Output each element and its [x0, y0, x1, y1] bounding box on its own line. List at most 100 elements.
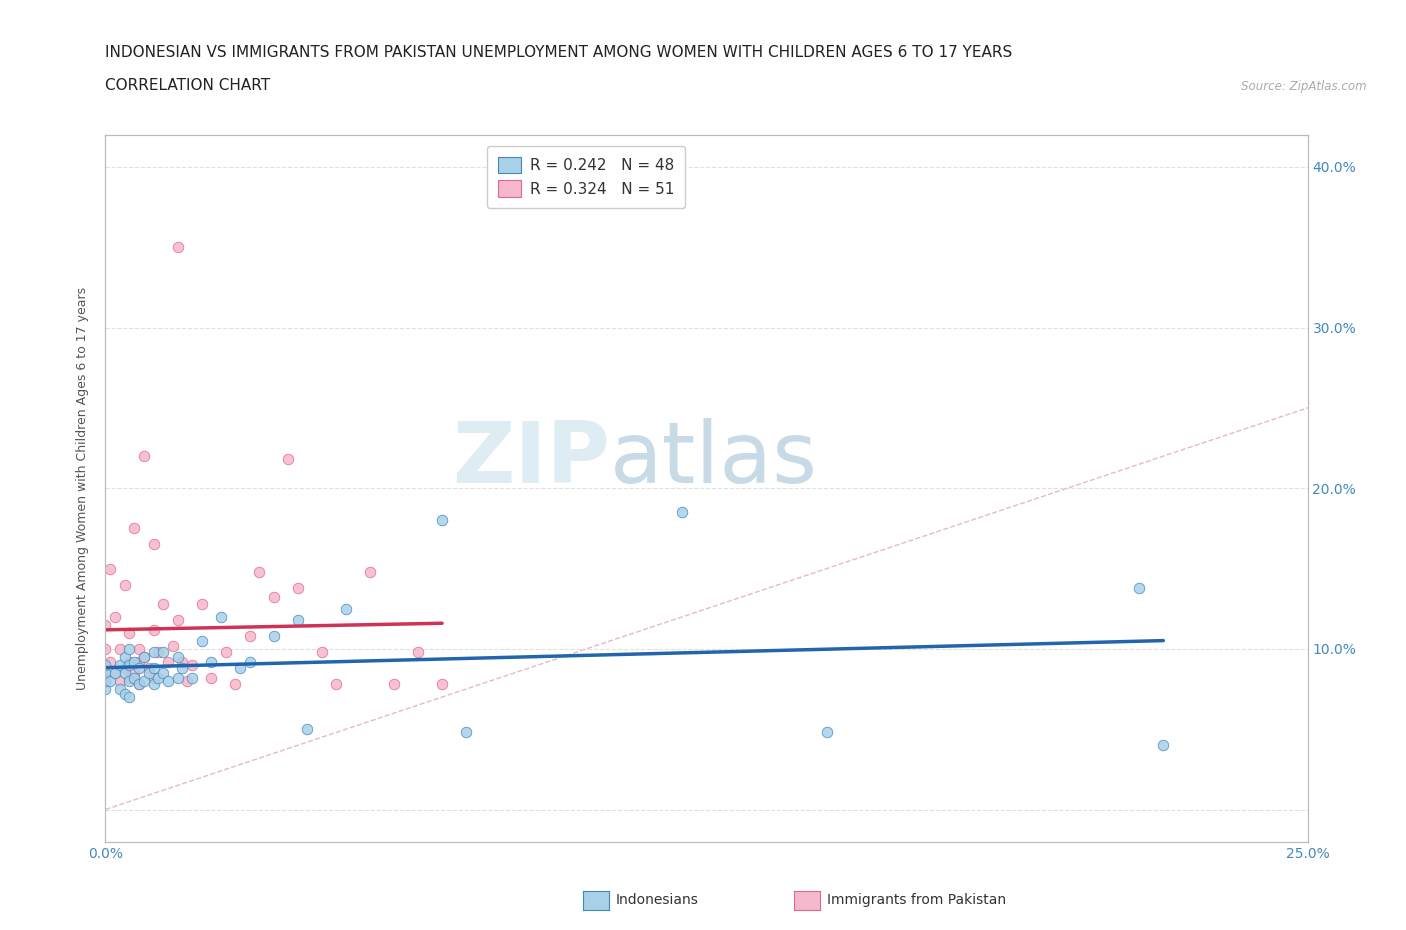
Point [152, 596, 174, 611]
Text: atlas: atlas [610, 418, 818, 501]
Point [104, 666, 127, 681]
Point [311, 644, 333, 659]
Point [98, 561, 121, 576]
Point [1128, 580, 1150, 595]
Text: CORRELATION CHART: CORRELATION CHART [105, 78, 270, 93]
Point [166, 671, 188, 685]
Point [94, 671, 117, 685]
Point [359, 565, 381, 579]
Point [114, 686, 136, 701]
Point [142, 677, 165, 692]
Point [98, 673, 121, 688]
Point [94, 618, 117, 632]
Point [132, 649, 155, 664]
Point [239, 629, 262, 644]
Point [406, 644, 429, 659]
Point [247, 565, 270, 579]
Point [94, 658, 117, 672]
Point [124, 666, 146, 681]
Point [142, 671, 165, 685]
Point [94, 642, 117, 657]
Point [94, 658, 117, 672]
Point [172, 655, 194, 670]
Point [325, 677, 347, 692]
Point [128, 655, 150, 670]
Point [162, 638, 184, 653]
Point [114, 649, 136, 664]
Point [118, 625, 141, 640]
Point [104, 609, 127, 624]
Point [142, 537, 165, 551]
Text: INDONESIAN VS IMMIGRANTS FROM PAKISTAN UNEMPLOYMENT AMONG WOMEN WITH CHILDREN AG: INDONESIAN VS IMMIGRANTS FROM PAKISTAN U… [105, 45, 1012, 60]
Point [118, 690, 141, 705]
Point [152, 644, 174, 659]
Point [108, 682, 131, 697]
Point [181, 658, 204, 672]
Point [94, 682, 117, 697]
Point [176, 673, 198, 688]
Point [430, 677, 453, 692]
Point [430, 513, 453, 528]
Point [138, 666, 160, 681]
Point [114, 578, 136, 592]
Point [118, 642, 141, 657]
Point [152, 666, 174, 681]
Point [263, 629, 285, 644]
Point [142, 622, 165, 637]
Point [382, 677, 405, 692]
Point [166, 240, 188, 255]
Point [156, 655, 179, 670]
Point [132, 448, 155, 463]
Point [124, 671, 146, 685]
Point [454, 725, 477, 740]
Point [277, 452, 299, 467]
Point [166, 613, 188, 628]
Point [142, 644, 165, 659]
Point [263, 590, 285, 604]
Point [156, 673, 179, 688]
Point [118, 671, 141, 685]
Text: Source: ZipAtlas.com: Source: ZipAtlas.com [1241, 80, 1367, 93]
Point [108, 673, 131, 688]
Point [94, 673, 117, 688]
Point [94, 673, 117, 688]
Point [335, 602, 357, 617]
Point [124, 521, 146, 536]
Point [108, 658, 131, 672]
Point [229, 660, 252, 675]
Point [98, 655, 121, 670]
Point [166, 649, 188, 664]
Point [815, 725, 838, 740]
Point [132, 649, 155, 664]
Point [128, 642, 150, 657]
Point [118, 673, 141, 688]
Point [118, 655, 141, 670]
Point [128, 677, 150, 692]
Legend: R = 0.242   N = 48, R = 0.324   N = 51: R = 0.242 N = 48, R = 0.324 N = 51 [488, 146, 685, 207]
Point [138, 660, 160, 675]
Y-axis label: Unemployment Among Women with Children Ages 6 to 17 years: Unemployment Among Women with Children A… [76, 286, 90, 690]
Point [172, 660, 194, 675]
Point [209, 609, 232, 624]
Point [132, 673, 155, 688]
Point [181, 671, 204, 685]
Point [200, 671, 222, 685]
Point [124, 655, 146, 670]
Point [239, 655, 262, 670]
Point [128, 660, 150, 675]
Point [104, 666, 127, 681]
Point [1152, 737, 1174, 752]
Point [287, 580, 309, 595]
Text: Indonesians: Indonesians [616, 893, 699, 908]
Point [114, 660, 136, 675]
Text: ZIP: ZIP [453, 418, 610, 501]
Point [94, 666, 117, 681]
Point [190, 633, 212, 648]
Point [224, 677, 246, 692]
Point [287, 613, 309, 628]
Point [148, 644, 170, 659]
Point [297, 722, 319, 737]
Text: Immigrants from Pakistan: Immigrants from Pakistan [827, 893, 1005, 908]
Point [214, 644, 236, 659]
Point [108, 642, 131, 657]
